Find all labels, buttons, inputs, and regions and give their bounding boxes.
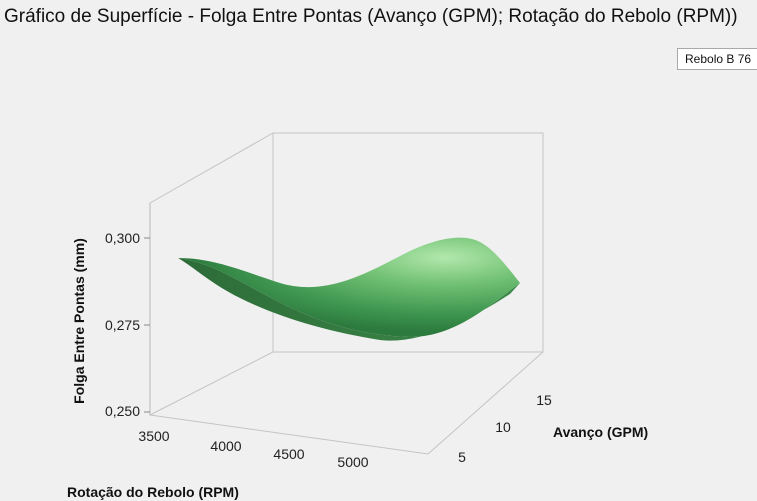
z-tick-label: 0,275 — [105, 317, 140, 333]
chart-title: Gráfico de Superfície - Folga Entre Pont… — [4, 6, 738, 27]
surface-underside — [178, 258, 520, 341]
x-tick-label: 4500 — [273, 446, 304, 462]
x-axis: 3500 4000 4500 5000 Rotação do Rebolo (R… — [67, 428, 369, 500]
y-axis-title: Avanço (GPM) — [553, 424, 648, 440]
z-axis: 0,300 0,275 0,250 Folga Entre Pontas (mm… — [71, 230, 150, 419]
y-axis: 5 10 15 Avanço (GPM) — [458, 392, 648, 465]
x-tick-label: 3500 — [138, 428, 169, 444]
floor-front-edge — [149, 414, 429, 455]
y-tick-label: 5 — [458, 449, 466, 465]
floor-right-edge — [427, 351, 544, 455]
surface-top — [178, 237, 520, 337]
legend-box: Rebolo B 76 — [677, 48, 757, 70]
x-axis-title: Rotação do Rebolo (RPM) — [67, 484, 239, 500]
back-wall — [273, 132, 544, 353]
x-tick-label: 4000 — [210, 438, 241, 454]
y-tick-label: 15 — [536, 392, 552, 408]
response-surface — [178, 237, 520, 341]
z-axis-title: Folga Entre Pontas (mm) — [71, 238, 87, 404]
x-tick-label: 5000 — [337, 454, 368, 470]
z-tick-label: 0,300 — [105, 230, 140, 246]
z-tick-label: 0,250 — [105, 403, 140, 419]
y-tick-label: 10 — [495, 419, 511, 435]
